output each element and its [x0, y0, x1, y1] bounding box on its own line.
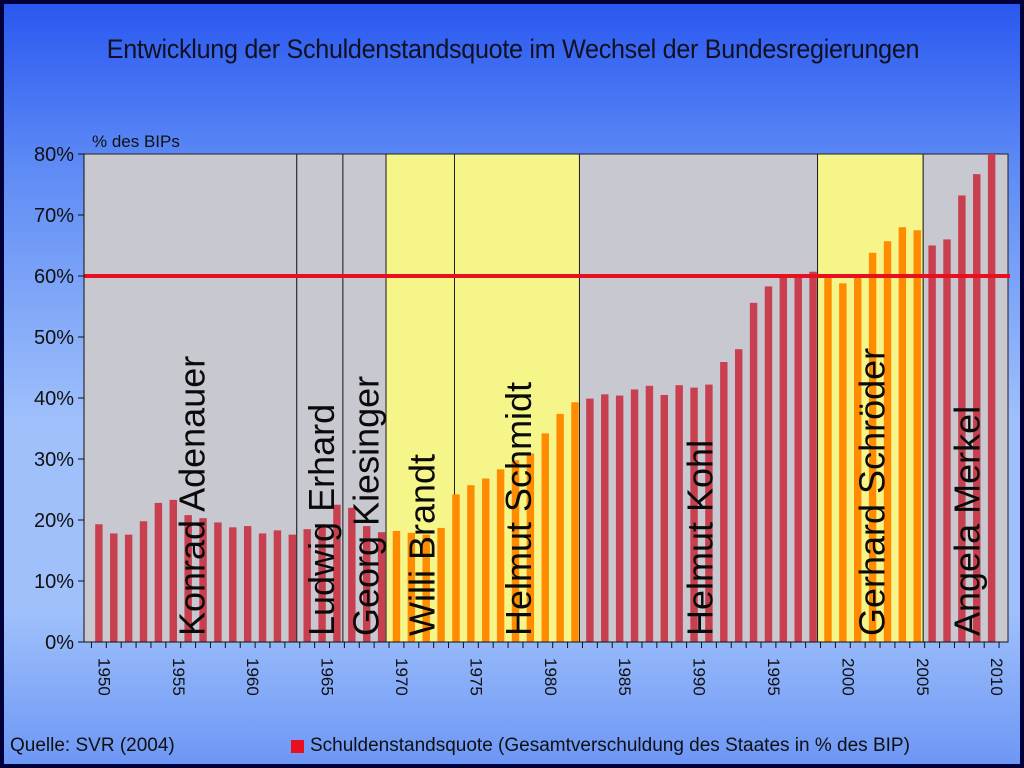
bar-2010: [987, 154, 996, 642]
x-tick-label: 1960: [243, 658, 262, 696]
bar-1982: [571, 402, 579, 642]
y-tick-label: 80%: [34, 144, 74, 166]
y-tick-label: 40%: [34, 388, 74, 410]
bar-1962: [273, 530, 282, 642]
bar-1954: [154, 502, 163, 642]
bar-1986: [630, 389, 639, 642]
bar-1978: [511, 460, 520, 642]
bar-1981: [556, 413, 564, 642]
y-tick-label: 0%: [45, 632, 74, 654]
bar-1963: [288, 534, 297, 642]
bar-1953: [139, 521, 148, 642]
y-tick-label: 50%: [34, 327, 74, 349]
y-tick-label: 70%: [34, 205, 74, 227]
bar-2005: [913, 230, 921, 642]
y-axis-label: % des BIPs: [92, 132, 180, 151]
debt-ratio-chart: % des BIPs 0% 10% 20% 30% 40% 50% 60% 70% 80% Konr…: [34, 132, 1010, 696]
y-tick-label: 10%: [34, 571, 74, 593]
x-tick-label: 1975: [466, 658, 485, 696]
x-tick-label: 1970: [392, 658, 411, 696]
bar-1997: [794, 274, 802, 642]
bar-1985: [615, 395, 624, 642]
bar-1956: [184, 515, 192, 642]
x-tick-label: 2010: [987, 658, 1006, 696]
government-label-1: Konrad Adenauer: [171, 356, 212, 636]
bar-1951: [110, 533, 118, 642]
bar-2004: [898, 227, 907, 642]
bar-1967: [348, 507, 356, 642]
bar-1957: [199, 518, 207, 642]
bar-1983: [586, 398, 594, 642]
bar-1984: [601, 394, 609, 642]
bar-1950: [95, 524, 103, 642]
government-label-3: Georg Kiesinger: [345, 376, 386, 636]
bar-1960: [243, 526, 252, 642]
bar-2007: [943, 239, 951, 642]
source-note: Quelle: SVR (2004): [10, 735, 175, 756]
bar-1955: [169, 499, 177, 642]
x-tick-label: 1985: [615, 658, 634, 696]
bar-1959: [229, 527, 237, 642]
bar-1992: [720, 362, 728, 642]
bar-1975: [467, 485, 475, 642]
bar-2003: [883, 241, 892, 643]
bar-1989: [675, 385, 683, 642]
bar-1999: [824, 276, 832, 642]
bar-1977: [496, 469, 505, 642]
bar-2008: [958, 195, 966, 643]
slide: Entwicklung der Schuldenstandsquote im W…: [3, 3, 1021, 765]
x-tick-label: 2005: [913, 658, 932, 696]
government-label-2: Ludwig Erhard: [301, 404, 342, 636]
bar-1990: [690, 387, 698, 642]
bar-1958: [214, 522, 222, 642]
bar-2009: [973, 174, 981, 642]
bar-1974: [452, 494, 460, 642]
y-tick-label: 60%: [34, 266, 74, 288]
bar-1964: [303, 529, 311, 642]
government-label-8: Angela Merkel: [947, 406, 988, 636]
bar-1980: [541, 433, 549, 642]
y-tick-label: 20%: [34, 510, 74, 532]
bar-1965: [318, 524, 326, 642]
bar-1998: [809, 271, 817, 642]
x-tick-label: 2000: [838, 658, 857, 696]
bar-1995: [764, 286, 773, 642]
bar-1988: [660, 394, 669, 642]
bar-1971: [407, 532, 416, 642]
y-tick-label: 30%: [34, 449, 74, 471]
bar-1969: [377, 532, 386, 642]
bar-2000: [839, 283, 847, 642]
x-tick-label: 1965: [318, 658, 337, 696]
bar-1961: [258, 533, 267, 642]
bar-1987: [645, 385, 654, 642]
bar-2002: [868, 252, 877, 642]
legend: Schuldenstandsquote (Gesamtverschuldung …: [291, 735, 910, 757]
legend-swatch: [291, 739, 304, 753]
bar-1966: [333, 504, 341, 642]
x-tick-label: 1950: [94, 658, 113, 696]
bar-1968: [362, 526, 371, 642]
chart-title: Entwicklung der Schuldenstandsquote im W…: [106, 34, 920, 64]
bar-1991: [705, 384, 713, 642]
government-label-5: Helmut Schmidt: [498, 382, 539, 636]
x-tick-label: 1955: [169, 658, 188, 696]
government-label-6: Helmut Kohl: [680, 440, 721, 636]
bar-1996: [779, 277, 788, 642]
bar-1979: [526, 453, 535, 642]
bar-1993: [734, 349, 743, 642]
bar-1952: [124, 534, 133, 642]
government-label-7: Gerhard Schröder: [851, 348, 892, 636]
legend-label: Schuldenstandsquote (Gesamtverschuldung …: [310, 735, 910, 756]
bar-1973: [437, 527, 445, 642]
bar-1970: [392, 530, 401, 642]
x-tick-label: 1995: [764, 658, 783, 696]
bar-2001: [854, 274, 862, 642]
government-label-4: Willi Brandt: [401, 454, 442, 636]
bar-2006: [928, 245, 936, 642]
bar-1972: [422, 534, 430, 642]
bar-1994: [749, 302, 758, 642]
bar-1976: [482, 478, 490, 642]
x-tick-label: 1980: [541, 658, 560, 696]
x-tick-label: 1990: [690, 658, 709, 696]
